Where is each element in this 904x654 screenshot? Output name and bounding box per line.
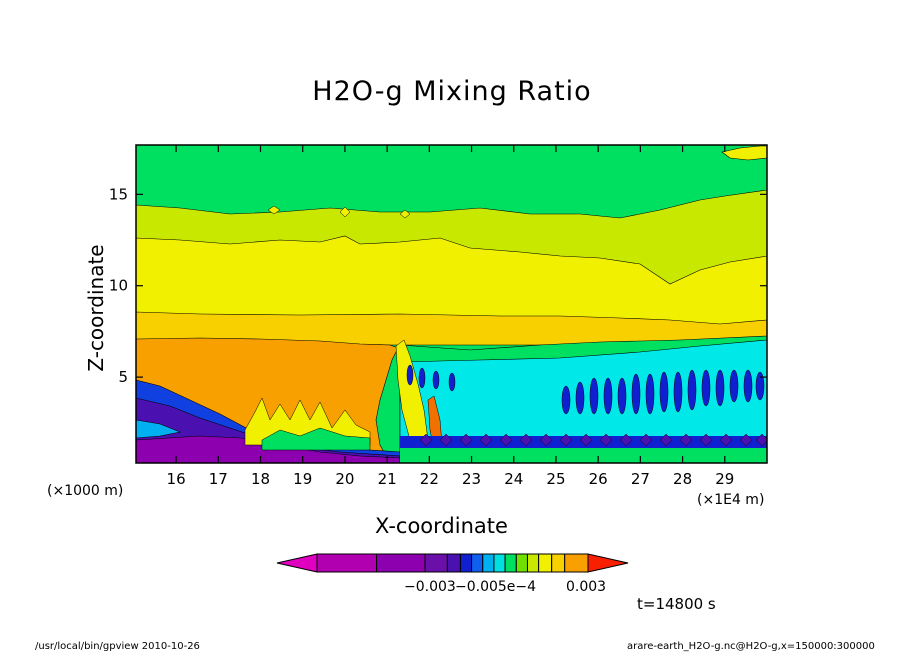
colorbar-swatch	[424, 553, 448, 573]
colorbar-arrow-right	[587, 553, 629, 573]
flames-green	[261, 427, 371, 451]
bottom-diamonds	[419, 433, 767, 447]
x-tick-label: 24	[504, 470, 523, 488]
band-lightorange	[136, 311, 767, 346]
footer-left: /usr/local/bin/gpview 2010-10-26	[35, 641, 200, 652]
x-tick-label: 25	[546, 470, 565, 488]
blue-cells	[406, 364, 765, 415]
colorbar-swatch	[504, 553, 517, 573]
plot-frame	[135, 144, 768, 464]
time-label: t=14800 s	[637, 595, 716, 613]
colorbar-swatch	[564, 553, 589, 573]
x-tick-label: 29	[715, 470, 734, 488]
x-tick-label: 18	[251, 470, 270, 488]
x-tick-label: 21	[378, 470, 397, 488]
x-tick-label: 22	[420, 470, 439, 488]
x-tick-label: 19	[293, 470, 312, 488]
x-unit-left: (×1000 m)	[47, 483, 124, 499]
bottom-band-navy	[400, 448, 767, 463]
y-tick-label: 10	[109, 277, 128, 295]
y-ticks: 5 10 15	[109, 185, 767, 386]
band-cyan-left	[136, 419, 182, 439]
colorbar-swatch	[376, 553, 426, 573]
x-tick-label: 28	[673, 470, 692, 488]
colorbar-swatch	[482, 553, 495, 573]
colorbar-swatch	[538, 553, 553, 573]
colorbar-swatch	[551, 553, 566, 573]
blob-yellow-2	[339, 206, 351, 218]
x-tick-label: 27	[631, 470, 650, 488]
x-tick-label: 20	[335, 470, 354, 488]
footer-right: arare-earth_H2O-g.nc@H2O-g,x=150000:3000…	[627, 641, 875, 652]
colorbar-arrow-left	[276, 553, 318, 573]
band-yellow	[136, 235, 767, 331]
x-unit-right: (×1E4 m)	[697, 492, 765, 508]
x-tick-label: 23	[462, 470, 481, 488]
x-tick-label: 26	[589, 470, 608, 488]
blob-yellow-topright	[721, 145, 767, 161]
colorbar-swatch	[316, 553, 378, 573]
contour-field	[136, 145, 767, 463]
colorbar-swatch	[515, 553, 528, 573]
x-ticks: 16 17 18 19 20 21 22 23 24 25 26 27 28 29	[167, 145, 734, 488]
colorbar-swatch	[493, 553, 506, 573]
x-axis-label: X-coordinate	[375, 514, 508, 538]
y-tick-label: 5	[118, 368, 128, 386]
colorbar-label: 0.003	[566, 579, 606, 595]
colorbar-label: −0.005e−4	[455, 579, 536, 595]
colorbar: −0.003 −0.005e−4 0.003	[276, 553, 629, 595]
colorbar-swatch	[471, 553, 484, 573]
x-tick-label: 17	[209, 470, 228, 488]
colorbar-swatch	[446, 553, 461, 573]
colorbar-label: −0.003	[404, 579, 456, 595]
blob-yellow-1	[267, 205, 281, 215]
blob-yellow-3	[399, 209, 411, 219]
x-tick-label: 16	[167, 470, 186, 488]
chart-title: H2O-g Mixing Ratio	[312, 76, 592, 107]
y-tick-label: 15	[109, 185, 128, 203]
colorbar-swatch	[526, 553, 540, 573]
colorbar-swatch	[459, 553, 473, 573]
